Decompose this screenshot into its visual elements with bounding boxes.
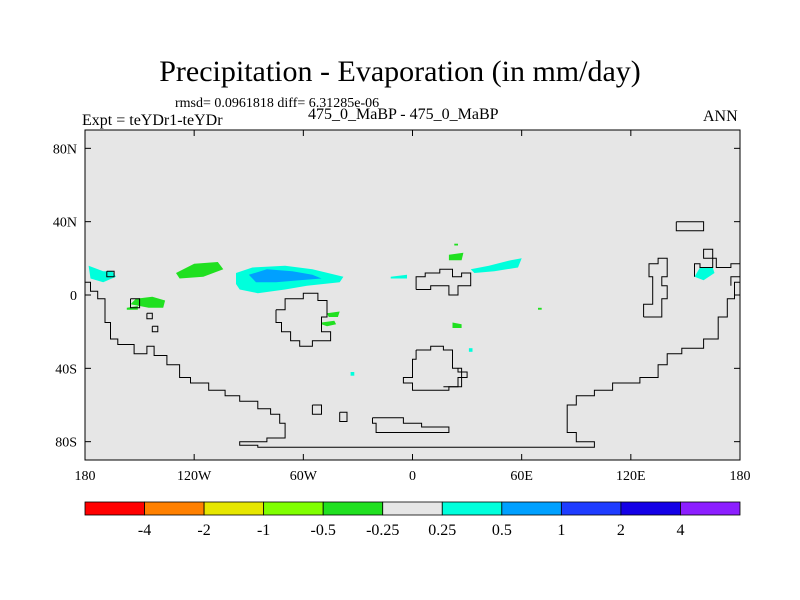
x-tick-label: 60E	[510, 469, 533, 484]
region-eq-blue-1	[248, 269, 322, 283]
map-frame	[84, 129, 741, 461]
colorbar-swatch	[620, 501, 681, 516]
colorbar-label: -0.5	[311, 522, 336, 539]
colorbar-label: 1	[557, 522, 565, 539]
coastline-island-east	[675, 221, 705, 232]
coastline-continent-f	[730, 276, 740, 286]
colorbar-swatch	[84, 501, 145, 516]
coastline-continent-a	[275, 292, 332, 347]
coastline-continent-d	[643, 257, 668, 318]
y-tick-label: 80N	[53, 142, 77, 157]
y-tick-label: 80S	[55, 436, 77, 451]
colorbar-swatch	[322, 501, 384, 516]
colorbar-label: 2	[617, 522, 625, 539]
colorbar-swatch	[680, 501, 741, 516]
coastline-west-continent	[85, 281, 740, 448]
region-cyan-10	[468, 348, 473, 352]
colorbar-label: -4	[138, 522, 151, 539]
coastline-small-island-2	[151, 325, 159, 333]
region-green-6	[448, 252, 464, 261]
region-pacific-cyan-patch	[88, 265, 116, 283]
x-tick-label: 180	[75, 469, 96, 484]
colorbar-swatch	[501, 501, 562, 516]
colorbar-label: -2	[197, 522, 210, 539]
colorbar-swatch	[144, 501, 205, 516]
region-green-4	[327, 311, 340, 317]
experiment-label: Expt = teYDr1-teYDr	[82, 112, 223, 129]
y-tick-label: 0	[70, 289, 77, 304]
region-africa-cyan-2	[470, 258, 522, 273]
coastline-island-s	[339, 411, 348, 422]
region-cyan-11	[350, 372, 355, 376]
colorbar-label: -1	[257, 522, 270, 539]
coastline-pacific-islet	[106, 270, 115, 278]
y-tick-label: 40S	[55, 362, 77, 377]
colorbar-swatch	[263, 501, 324, 516]
x-tick-label: 120W	[177, 469, 212, 484]
region-green-7	[452, 322, 462, 328]
coastline-pacific-island	[130, 298, 141, 309]
colorbar-label: -0.25	[366, 522, 399, 539]
coastline-continent-e	[694, 248, 740, 277]
coastline-small-island	[146, 312, 153, 320]
coastline-continent-c	[415, 268, 472, 296]
x-tick-label: 120E	[616, 469, 646, 484]
colorbar-label: 4	[676, 522, 684, 539]
region-green-1	[176, 262, 224, 279]
colorbar-swatch	[382, 501, 443, 516]
x-tick-label: 60W	[290, 469, 318, 484]
colorbar-swatch	[441, 501, 503, 516]
region-pac-east-cyan	[694, 267, 715, 281]
colorbar-swatch	[560, 501, 622, 516]
colorbar-swatch	[203, 501, 265, 516]
region-green-8	[454, 243, 458, 246]
colorbar-label: 0.25	[428, 522, 456, 539]
chart-subtitle: rmsd= 0.0961818 diff= 6.31285e-06	[175, 96, 380, 111]
region-africa-cyan-1	[390, 274, 407, 279]
chart-title: Precipitation - Evaporation (in mm/day)	[159, 55, 641, 88]
period-label: 475_0_MaBP - 475_0_MaBP	[308, 106, 499, 123]
x-tick-label: 0	[409, 469, 416, 484]
coastline-shelf	[372, 417, 450, 433]
colorbar-label: 0.5	[492, 522, 512, 539]
region-green-9	[538, 307, 542, 310]
season-label: ANN	[703, 108, 738, 125]
coastline-ridge	[443, 368, 468, 388]
x-tick-label: 180	[730, 469, 751, 484]
y-tick-label: 40N	[53, 216, 77, 231]
map-background	[85, 130, 740, 460]
region-green-5	[321, 320, 337, 327]
coastline-island-sw	[311, 404, 322, 415]
